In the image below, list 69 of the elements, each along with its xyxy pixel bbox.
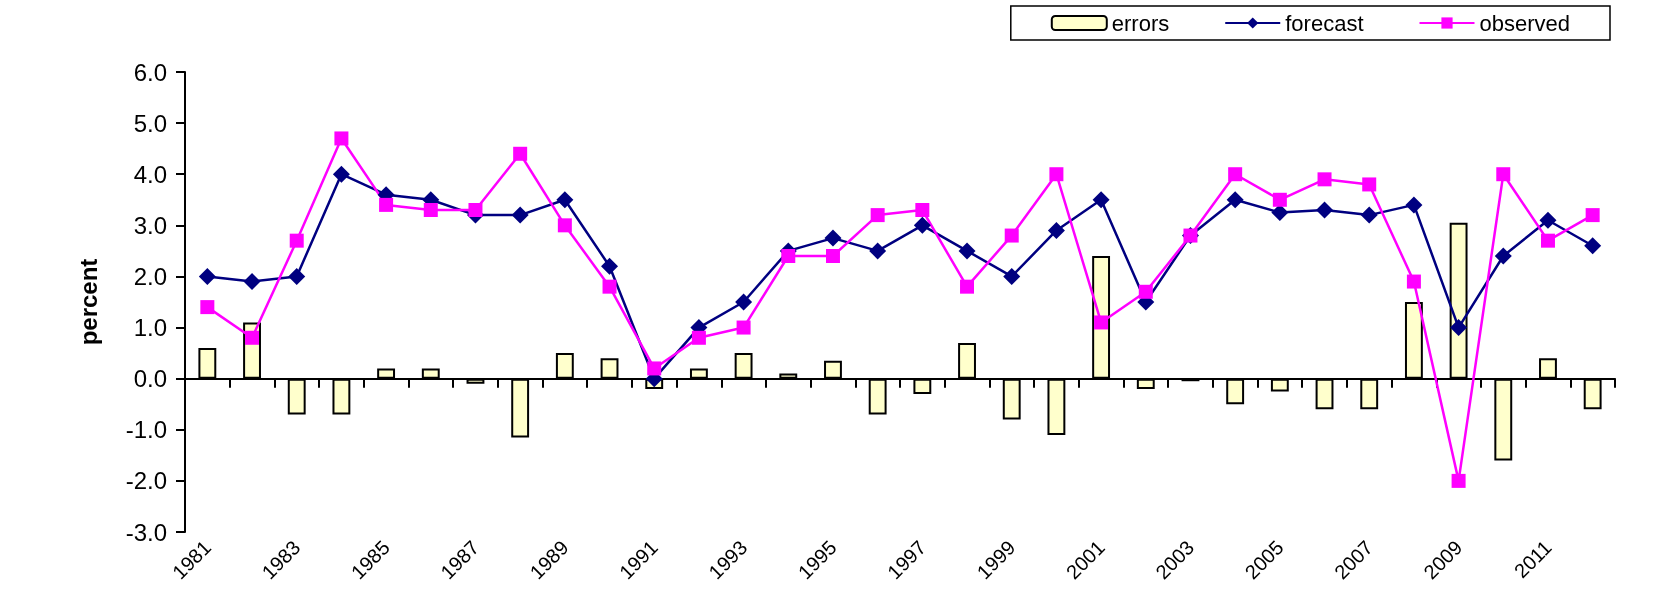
- point: [288, 267, 306, 285]
- point: [1360, 206, 1378, 224]
- point: [1584, 237, 1602, 255]
- point: [1092, 191, 1110, 209]
- y-tick-label: -3.0: [125, 518, 167, 546]
- legend-label: errors: [1111, 10, 1170, 36]
- point: [200, 300, 215, 315]
- point: [647, 361, 662, 376]
- point: [1406, 274, 1421, 289]
- y-tick-label: 4.0: [133, 160, 167, 188]
- point: [736, 320, 751, 335]
- point: [691, 330, 706, 345]
- point: [334, 131, 349, 146]
- y-tick-label: -2.0: [125, 467, 167, 495]
- point: [869, 242, 887, 260]
- y-tick-label: 3.0: [133, 211, 167, 239]
- point: [245, 330, 260, 345]
- point: [511, 206, 529, 224]
- point: [825, 249, 840, 263]
- point: [1049, 167, 1064, 182]
- point: [1496, 167, 1511, 182]
- point: [198, 267, 216, 285]
- point: [1228, 167, 1243, 182]
- point: [1138, 284, 1153, 299]
- y-tick-label: -1.0: [125, 416, 167, 444]
- point: [1003, 267, 1021, 285]
- point: [781, 249, 796, 263]
- point: [824, 229, 842, 247]
- point: [1316, 201, 1334, 219]
- point: [289, 233, 304, 248]
- point: [557, 218, 572, 233]
- point: [601, 257, 619, 275]
- point: [423, 203, 438, 217]
- point: [1272, 192, 1287, 207]
- y-tick-label: 0.0: [133, 365, 167, 393]
- point: [870, 208, 885, 223]
- point: [1362, 177, 1377, 192]
- point: [332, 165, 350, 183]
- point: [1540, 233, 1555, 248]
- point: [1004, 228, 1019, 243]
- point: [1317, 172, 1332, 187]
- y-tick-label: 2.0: [133, 262, 167, 290]
- y-tick-label: 1.0: [133, 314, 167, 342]
- point: [1271, 204, 1289, 222]
- point: [1094, 315, 1109, 330]
- point: [958, 242, 976, 260]
- point: [468, 203, 483, 217]
- y-tick-label: 5.0: [133, 109, 167, 137]
- point: [1451, 473, 1466, 488]
- point: [1047, 221, 1065, 239]
- point: [1450, 319, 1468, 337]
- point: [1585, 208, 1600, 223]
- legend-label: forecast: [1285, 10, 1364, 36]
- y-tick-label: 6.0: [133, 58, 167, 86]
- point: [1405, 196, 1423, 214]
- point: [1494, 247, 1512, 265]
- point: [602, 279, 617, 294]
- point: [960, 279, 975, 294]
- point: [913, 216, 931, 234]
- point: [915, 203, 930, 217]
- y-axis-title: percent: [74, 258, 102, 346]
- point: [379, 197, 394, 212]
- point: [243, 273, 261, 291]
- point: [1539, 211, 1557, 229]
- point: [735, 293, 753, 311]
- point: [1226, 191, 1244, 209]
- legend-label: observed: [1479, 10, 1571, 36]
- point: [513, 146, 528, 161]
- point: [556, 191, 574, 209]
